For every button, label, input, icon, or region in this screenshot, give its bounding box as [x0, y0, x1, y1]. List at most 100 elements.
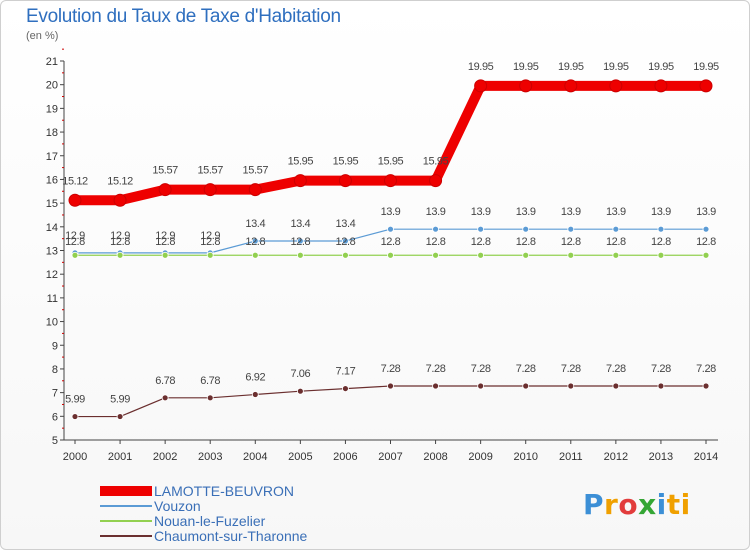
- data-label-chaumont-sur-tharonne: 7.28: [471, 363, 491, 375]
- data-label-vouzon: 13.9: [426, 206, 446, 218]
- y-tick-label: 19: [46, 103, 58, 115]
- data-point-chaumont-sur-tharonne: [432, 382, 439, 390]
- data-label-lamotte-beuvron: 19.95: [693, 61, 719, 73]
- data-point-lamotte-beuvron: [429, 174, 443, 188]
- data-label-nouan-le-fuzelier: 12.8: [606, 236, 626, 248]
- data-label-nouan-le-fuzelier: 12.8: [471, 236, 491, 248]
- data-label-nouan-le-fuzelier: 12.8: [561, 236, 581, 248]
- data-label-lamotte-beuvron: 15.57: [197, 165, 223, 177]
- x-tick-label: 2002: [153, 451, 177, 463]
- y-tick-label: 13: [46, 246, 58, 258]
- x-tick-label: 2011: [559, 451, 583, 463]
- data-point-vouzon: [387, 225, 394, 233]
- data-label-lamotte-beuvron: 19.95: [558, 61, 584, 73]
- data-point-lamotte-beuvron: [384, 174, 397, 188]
- data-label-chaumont-sur-tharonne: 7.28: [381, 363, 401, 375]
- data-point-vouzon: [342, 237, 349, 245]
- y-tick-label: 11: [47, 293, 58, 305]
- data-label-lamotte-beuvron: 15.57: [243, 165, 269, 177]
- data-point-chaumont-sur-tharonne: [477, 382, 485, 390]
- data-point-vouzon: [702, 225, 710, 233]
- x-tick-label: 2013: [649, 451, 673, 463]
- data-point-nouan-le-fuzelier: [206, 251, 214, 259]
- data-label-chaumont-sur-tharonne: 6.78: [200, 375, 220, 387]
- data-label-lamotte-beuvron: 19.95: [648, 61, 674, 73]
- data-label-lamotte-beuvron: 19.95: [513, 61, 539, 73]
- data-label-nouan-le-fuzelier: 12.8: [336, 236, 356, 248]
- data-label-vouzon: 13.9: [651, 206, 671, 218]
- y-tick-label: 16: [46, 174, 58, 186]
- data-label-vouzon: 12.9: [110, 230, 130, 242]
- data-point-vouzon: [432, 225, 439, 233]
- data-point-nouan-le-fuzelier: [432, 251, 439, 259]
- data-point-vouzon: [567, 225, 575, 233]
- x-tick-label: 2010: [513, 451, 537, 463]
- data-point-nouan-le-fuzelier: [116, 251, 124, 259]
- data-point-nouan-le-fuzelier: [567, 251, 575, 259]
- data-point-lamotte-beuvron: [519, 79, 533, 93]
- data-label-nouan-le-fuzelier: 12.8: [245, 236, 265, 248]
- data-label-vouzon: 12.9: [200, 230, 220, 242]
- data-label-vouzon: 12.9: [155, 230, 175, 242]
- data-point-lamotte-beuvron: [248, 183, 262, 197]
- x-tick-label: 2012: [604, 451, 628, 463]
- x-tick-label: 2014: [694, 451, 718, 463]
- data-point-nouan-le-fuzelier: [387, 251, 394, 259]
- data-point-lamotte-beuvron: [338, 174, 352, 188]
- data-label-chaumont-sur-tharonne: 7.28: [561, 363, 581, 375]
- data-label-lamotte-beuvron: 15.12: [107, 175, 133, 187]
- y-tick-label: 12: [46, 269, 58, 281]
- legend-label: Vouzon: [154, 498, 201, 514]
- y-tick-label: 17: [46, 151, 58, 163]
- data-point-nouan-le-fuzelier: [612, 251, 620, 259]
- chart-title: Evolution du Taux de Taxe d'Habitation: [26, 6, 341, 27]
- legend-label: Nouan-le-Fuzelier: [154, 513, 266, 529]
- data-label-nouan-le-fuzelier: 12.8: [200, 236, 220, 248]
- data-label-nouan-le-fuzelier: 12.8: [651, 236, 671, 248]
- data-label-lamotte-beuvron: 15.95: [333, 156, 359, 168]
- y-tick-label: 6: [52, 411, 58, 423]
- data-label-nouan-le-fuzelier: 12.8: [290, 236, 310, 248]
- data-label-nouan-le-fuzelier: 12.8: [516, 236, 536, 248]
- data-point-chaumont-sur-tharonne: [522, 382, 530, 390]
- data-point-nouan-le-fuzelier: [251, 251, 259, 259]
- data-point-vouzon: [657, 225, 665, 233]
- data-point-lamotte-beuvron: [293, 174, 307, 188]
- data-point-chaumont-sur-tharonne: [342, 385, 349, 392]
- data-point-nouan-le-fuzelier: [161, 251, 169, 259]
- data-label-chaumont-sur-tharonne: 7.17: [336, 366, 356, 378]
- data-label-vouzon: 13.4: [336, 218, 356, 230]
- data-point-chaumont-sur-tharonne: [296, 387, 304, 395]
- data-point-lamotte-beuvron: [203, 183, 217, 197]
- data-point-lamotte-beuvron: [654, 79, 668, 93]
- data-label-vouzon: 13.9: [516, 206, 536, 218]
- legend-label: LAMOTTE-BEUVRON: [154, 483, 295, 499]
- data-label-chaumont-sur-tharonne: 7.06: [290, 368, 310, 380]
- y-tick-label: 15: [46, 198, 58, 210]
- y-tick-label: 7: [52, 388, 58, 400]
- x-tick-label: 2008: [423, 451, 447, 463]
- data-point-chaumont-sur-tharonne: [657, 382, 665, 390]
- data-label-lamotte-beuvron: 19.95: [468, 61, 494, 73]
- data-point-lamotte-beuvron: [158, 183, 172, 197]
- y-tick-label: 8: [52, 364, 58, 376]
- data-point-lamotte-beuvron: [564, 79, 578, 93]
- y-tick-label: 9: [52, 340, 58, 352]
- data-label-chaumont-sur-tharonne: 5.99: [110, 394, 130, 406]
- y-tick-label: 10: [46, 317, 58, 329]
- data-point-chaumont-sur-tharonne: [251, 391, 259, 398]
- data-point-chaumont-sur-tharonne: [387, 382, 394, 390]
- data-label-vouzon: 13.9: [561, 206, 581, 218]
- data-point-lamotte-beuvron: [113, 193, 127, 207]
- data-label-vouzon: 13.4: [290, 218, 310, 230]
- data-label-chaumont-sur-tharonne: 7.28: [516, 363, 536, 375]
- chart-subtitle: (en %): [26, 30, 59, 42]
- data-label-chaumont-sur-tharonne: 7.28: [651, 363, 671, 375]
- data-label-vouzon: 13.9: [381, 206, 401, 218]
- series-line-chaumont-sur-tharonne: [74, 385, 707, 418]
- data-label-vouzon: 13.9: [471, 206, 491, 218]
- y-tick-label: 14: [46, 222, 58, 234]
- x-tick-label: 2001: [108, 451, 132, 463]
- data-label-chaumont-sur-tharonne: 5.99: [65, 394, 85, 406]
